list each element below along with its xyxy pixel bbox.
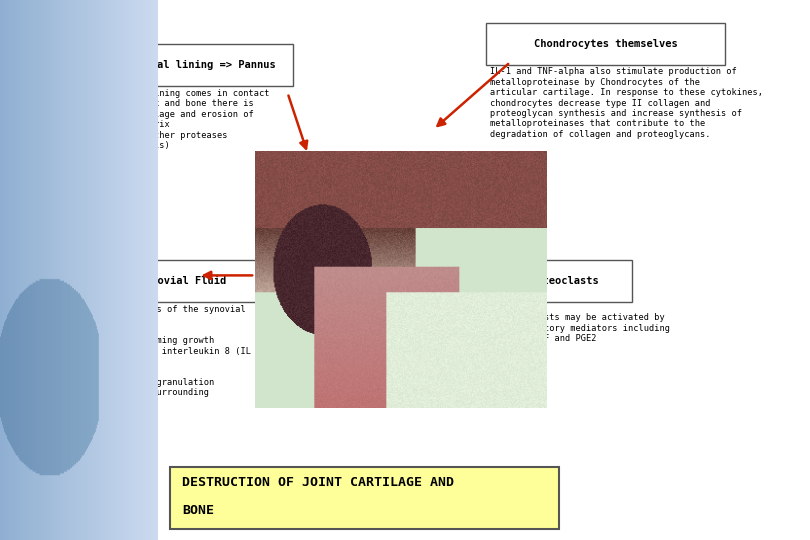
Text: Chondrocytes themselves: Chondrocytes themselves [534,39,677,49]
Text: Proliferating synovial lining comes in contact
with the cartilage matrix and bon: Proliferating synovial lining comes in c… [28,89,270,150]
Text: The main inflammatory cells of the synovial
fluid are neutrophils.

Cytokines su: The main inflammatory cells of the synov… [20,305,251,408]
FancyBboxPatch shape [14,44,293,86]
Text: BONE: BONE [182,504,215,517]
FancyBboxPatch shape [14,260,257,302]
FancyBboxPatch shape [170,467,559,529]
Text: Neutrophils in Synovial Fluid: Neutrophils in Synovial Fluid [45,276,226,286]
Text: DESTRUCTION OF JOINT CARTILAGE AND: DESTRUCTION OF JOINT CARTILAGE AND [182,476,454,489]
FancyBboxPatch shape [0,497,158,540]
Text: Osteoclasts: Osteoclasts [531,276,599,286]
FancyBboxPatch shape [498,260,632,302]
Text: Proliferating synovial lining => Pannus: Proliferating synovial lining => Pannus [32,60,275,70]
FancyBboxPatch shape [486,23,725,65]
Text: bone: bone [411,239,440,252]
Text: IL-1 and TNF-alpha also stimulate production of
metalloproteinase by Chondrocyte: IL-1 and TNF-alpha also stimulate produc… [490,68,763,139]
Text: cartilage: cartilage [336,196,401,209]
Text: Osteoclasts may be activated by
inflammatory mediators including
IL-1, TNF and P: Osteoclasts may be activated by inflamma… [502,313,670,343]
